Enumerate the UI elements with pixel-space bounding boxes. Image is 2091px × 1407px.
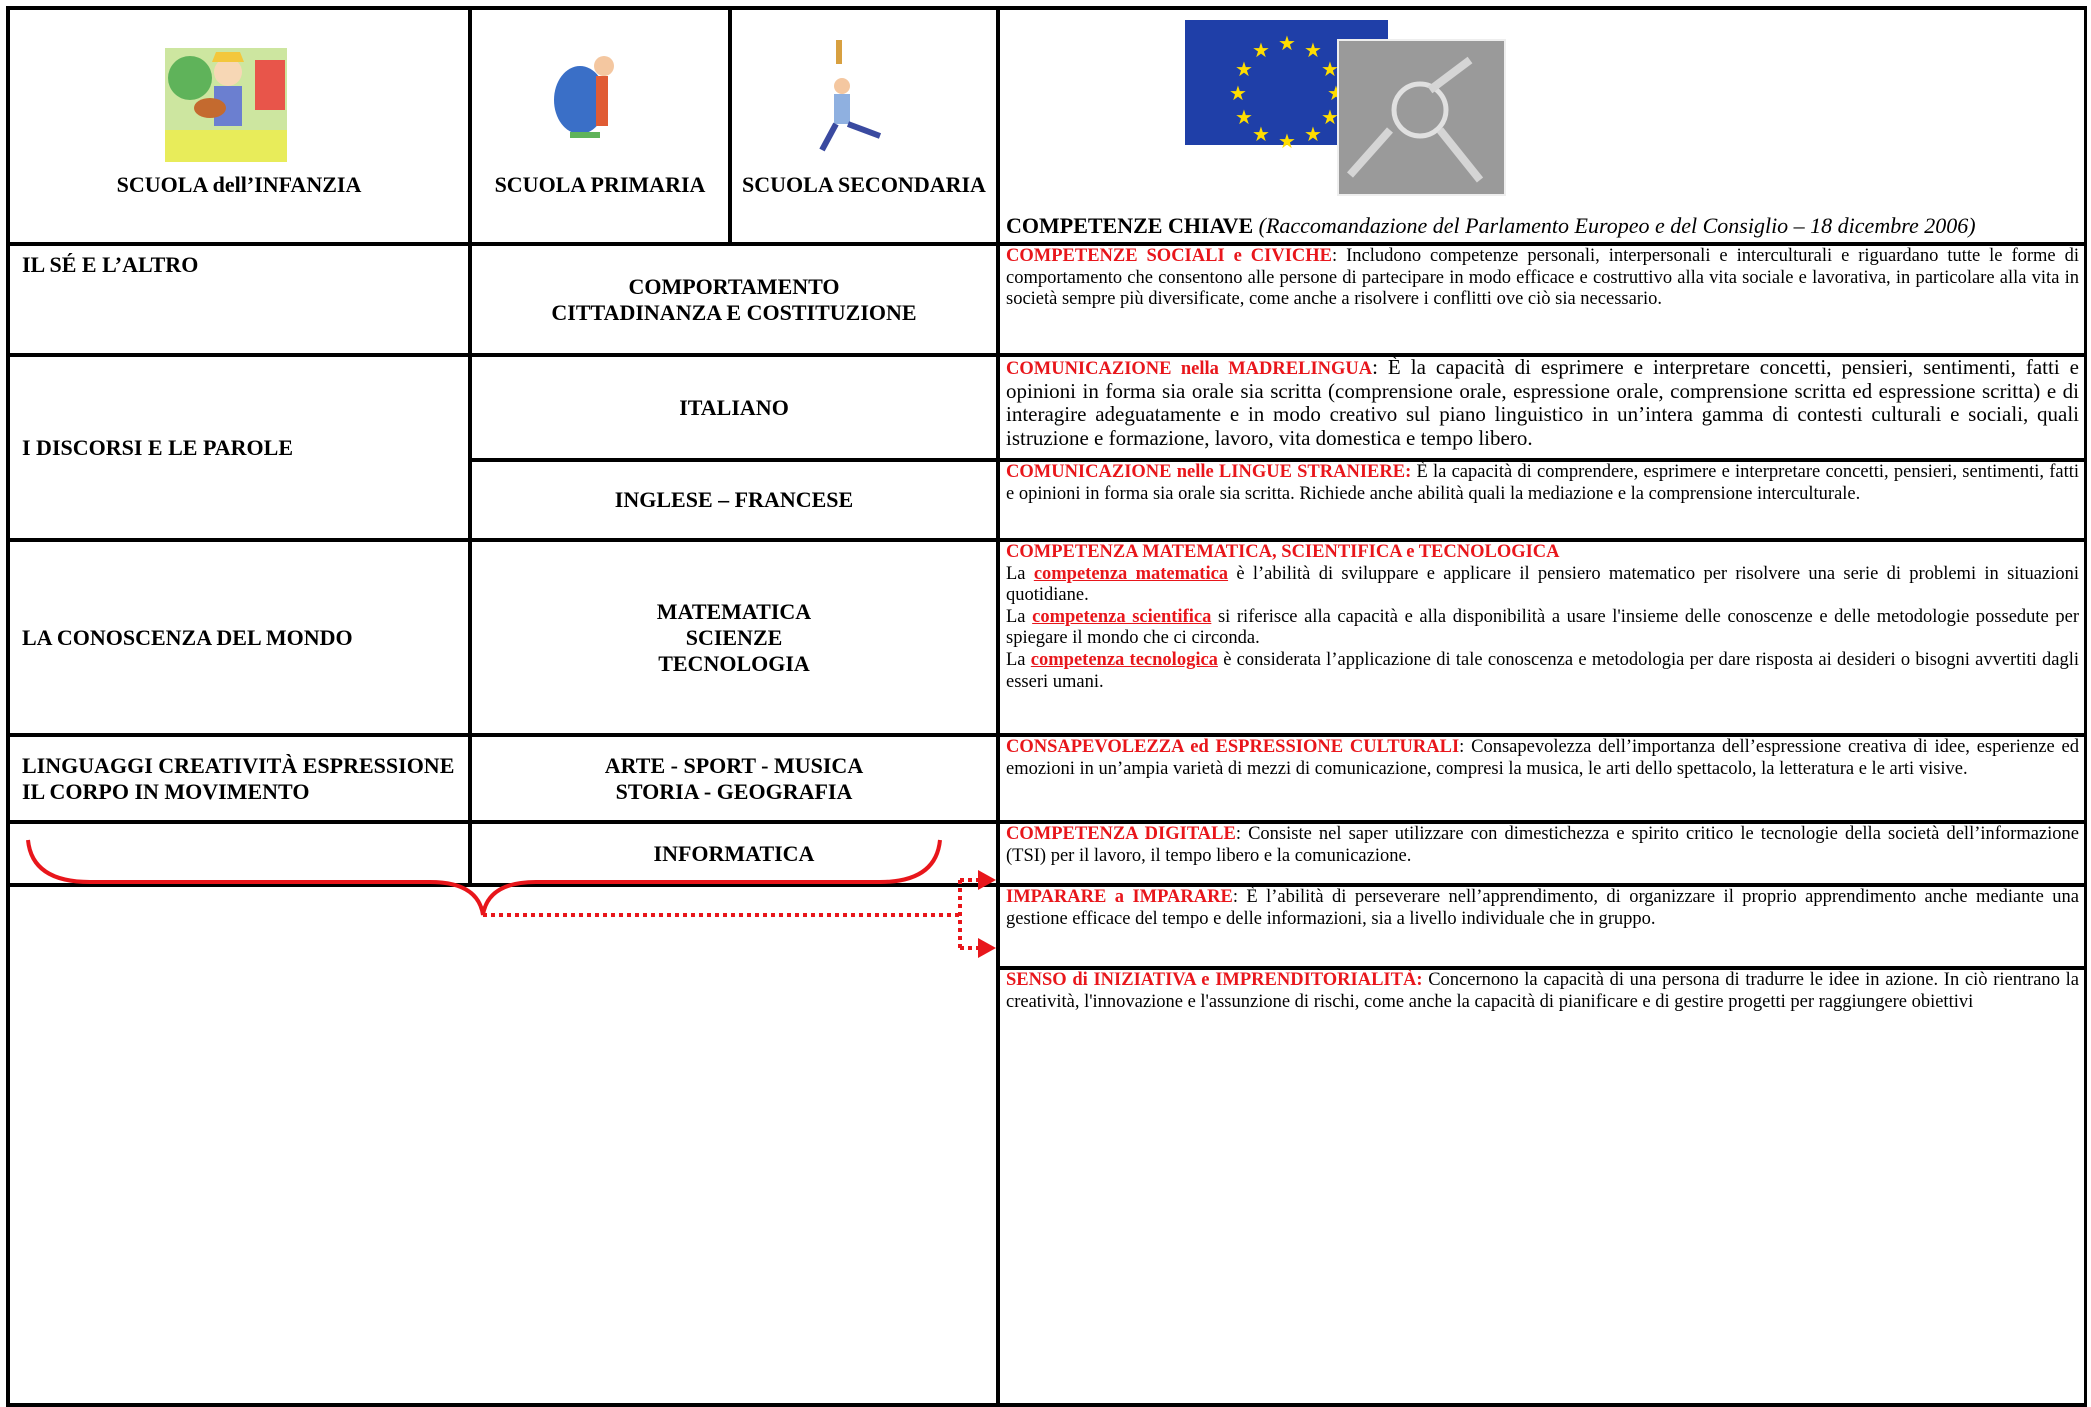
subject-cell: INFORMATICA (470, 822, 998, 885)
key-term: competenza matematica (1033, 563, 1229, 584)
svg-text:★: ★ (1235, 105, 1253, 129)
subject-label: MATEMATICA (656, 598, 812, 624)
competence-text: IMPARARE a IMPARARE: È l’abilità di pers… (1006, 887, 2079, 930)
subject-label: ITALIANO (679, 394, 789, 420)
competence-title: CONSAPEVOLEZZA ed ESPRESSIONE CULTURALI (1006, 737, 1460, 757)
paragraph-text: La (1006, 563, 1026, 584)
competence-title: COMUNICAZIONE nelle LINGUE STRANIERE: (1006, 462, 1412, 482)
svg-text:★: ★ (1278, 31, 1296, 55)
subject-label: COMPORTAMENTO (628, 273, 840, 299)
competence-title: COMUNICAZIONE nella MADRELINGUA (1006, 359, 1373, 379)
competence-title: SENSO di INIZIATIVA e IMPRENDITORIALITÀ: (1006, 970, 1423, 990)
header-cell: SCUOLA PRIMARIA (470, 8, 730, 244)
competence-body: : È l’abilità di perseverare nell’appren… (1006, 887, 2079, 929)
competence-body: : Includono competenze personali, interp… (1006, 246, 2079, 310)
competence-body: È la capacità di comprendere, esprimere … (1006, 462, 2080, 504)
paragraph-text: è l’abilità di sviluppare e applicare il… (1006, 563, 2080, 606)
field-cell: I DISCORSI E LE PAROLE (8, 355, 470, 540)
competence-text: COMPETENZE SOCIALI e CIVICHE: Includono … (1006, 246, 2079, 311)
svg-text:★: ★ (1252, 122, 1270, 146)
header-cell: COMPETENZE CHIAVE (Raccomandazione del P… (998, 8, 2087, 244)
competence-text: COMUNICAZIONE nelle LINGUE STRANIERE: È … (1006, 462, 2079, 505)
field-label: IL CORPO IN MOVIMENTO (22, 778, 310, 804)
subject-cell: MATEMATICA SCIENZE TECNOLOGIA (470, 540, 998, 735)
backpack-illustration (554, 56, 614, 138)
field-cell: LA CONOSCENZA DEL MONDO (8, 540, 470, 735)
field-label: I DISCORSI E LE PAROLE (22, 434, 293, 460)
field-label: LINGUAGGI CREATIVITÀ ESPRESSIONE (22, 752, 455, 778)
header-label: SCUOLA SECONDARIA (742, 172, 986, 197)
subject-label: INGLESE – FRANCESE (614, 487, 854, 512)
svg-text:★: ★ (1235, 57, 1253, 81)
header-label: SCUOLA PRIMARIA (494, 172, 706, 197)
competence-text: CONSAPEVOLEZZA ed ESPRESSIONE CULTURALI:… (1006, 737, 2079, 780)
header-text: COMPETENZE CHIAVE (Raccomandazione del P… (1006, 213, 2079, 238)
subject-label: CITTADINANZA E COSTITUZIONE (551, 299, 917, 325)
svg-text:★: ★ (1229, 81, 1247, 105)
competence-body: : Consiste nel saper utilizzare con dime… (1006, 824, 2079, 866)
competence-cell: COMUNICAZIONE nelle LINGUE STRANIERE: È … (998, 460, 2087, 540)
svg-text:★: ★ (1321, 57, 1339, 81)
competence-text: COMUNICAZIONE nella MADRELINGUA: È la ca… (1006, 357, 2079, 451)
paragraph-text: si riferisce alla capacità e alla dispon… (1006, 606, 2079, 649)
paragraph-text: La (1006, 649, 1026, 670)
competence-cell: SENSO di INIZIATIVA e IMPRENDITORIALITÀ:… (998, 968, 2087, 1405)
competence-text: COMPETENZA DIGITALE: Consiste nel saper … (1006, 824, 2079, 867)
competence-cell: IMPARARE a IMPARARE: È l’abilità di pers… (998, 885, 2087, 968)
key-term: competenza tecnologica (1030, 649, 1218, 670)
field-cell: IL SÉ E L’ALTRO (8, 244, 470, 355)
paragraph-text: La (1006, 606, 1026, 627)
header-cell: SCUOLA dell’INFANZIA (8, 8, 470, 244)
header-label: SCUOLA dell’INFANZIA (116, 172, 362, 197)
key-term: competenza scientifica (1032, 606, 1212, 627)
competence-title: COMPETENZE SOCIALI e CIVICHE (1006, 246, 1332, 266)
competence-cell: COMUNICAZIONE nella MADRELINGUA: È la ca… (998, 355, 2087, 460)
header-note: (Raccomandazione del Parlamento Europeo … (1258, 213, 1976, 238)
subject-label: INFORMATICA (653, 840, 815, 866)
keys-photo (1337, 39, 1506, 196)
competence-body: : È la capacità di esprimere e interpret… (1006, 355, 2079, 450)
competence-cell: COMPETENZE SOCIALI e CIVICHE: Includono … (998, 244, 2087, 355)
header-label: COMPETENZE CHIAVE (1006, 213, 1254, 238)
competence-paragraph: La competenza tecnologica è considerata … (1006, 650, 2079, 693)
competence-text: SENSO di INIZIATIVA e IMPRENDITORIALITÀ:… (1006, 970, 2079, 1013)
competence-cell: COMPETENZA DIGITALE: Consiste nel saper … (998, 822, 2087, 885)
competence-body: : Consapevolezza dell’importanza dell’es… (1006, 737, 2080, 779)
paragraph-text: è considerata l’applicazione di tale con… (1006, 649, 2080, 692)
competence-cell: COMPETENZA MATEMATICA, SCIENTIFICA e TEC… (998, 540, 2087, 735)
subject-label: STORIA - GEOGRAFIA (615, 778, 853, 804)
competence-paragraph: La competenza matematica è l’abilità di … (1006, 564, 2079, 607)
field-label: IL SÉ E L’ALTRO (22, 252, 199, 277)
competence-paragraph: La competenza scientifica si riferisce a… (1006, 607, 2079, 650)
svg-text:★: ★ (1278, 129, 1296, 153)
competence-title: COMPETENZA DIGITALE (1006, 824, 1236, 844)
svg-text:★: ★ (1321, 105, 1339, 129)
svg-text:★: ★ (1304, 122, 1322, 146)
svg-text:★: ★ (1252, 38, 1270, 62)
competence-text: COMPETENZA MATEMATICA, SCIENTIFICA e TEC… (1006, 542, 2079, 564)
merged-cell (8, 885, 998, 1405)
svg-text:★: ★ (1304, 38, 1322, 62)
subject-label: TECNOLOGIA (658, 650, 810, 676)
competence-title: COMPETENZA MATEMATICA, SCIENTIFICA e TEC… (1006, 542, 1560, 562)
competence-cell: CONSAPEVOLEZZA ed ESPRESSIONE CULTURALI:… (998, 735, 2087, 822)
runner-illustration (819, 40, 882, 152)
subject-cell: INGLESE – FRANCESE (470, 460, 998, 540)
empty-cell (8, 822, 470, 885)
subject-cell: ITALIANO (470, 355, 998, 460)
competence-title: IMPARARE a IMPARARE (1006, 887, 1233, 907)
subject-label: ARTE - SPORT - MUSICA (604, 752, 864, 778)
subject-cell: ARTE - SPORT - MUSICA STORIA - GEOGRAFIA (470, 735, 998, 822)
header-cell: SCUOLA SECONDARIA (730, 8, 998, 244)
field-cell: LINGUAGGI CREATIVITÀ ESPRESSIONE IL CORPO… (8, 735, 470, 822)
child-illustration (165, 48, 287, 162)
subject-cell: COMPORTAMENTO CITTADINANZA E COSTITUZIONE (470, 244, 998, 355)
subject-label: SCIENZE (685, 624, 783, 650)
competence-body: Concernono la capacità di una persona di… (1006, 970, 2080, 1012)
field-label: LA CONOSCENZA DEL MONDO (22, 624, 353, 650)
